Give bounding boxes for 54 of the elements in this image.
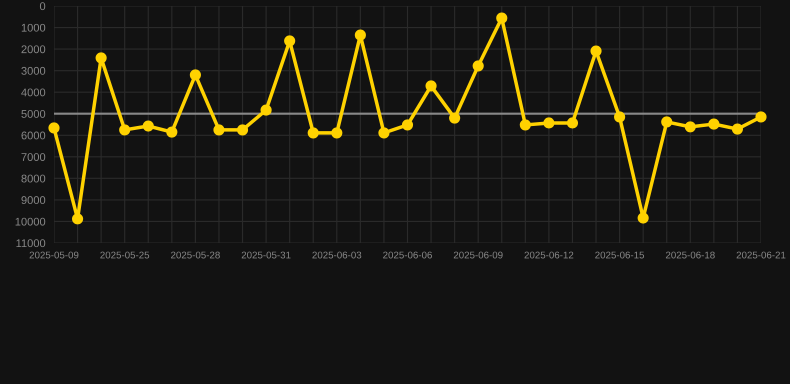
x-tick-label: 2025-05-25 [100, 252, 150, 258]
x-tick-label: 2025-06-06 [383, 252, 432, 258]
y-tick-label: 11000 [16, 239, 46, 248]
point [284, 35, 296, 46]
y-tick-label: 1000 [22, 24, 46, 32]
point [449, 112, 460, 124]
point [590, 45, 602, 57]
point [426, 80, 437, 92]
point [96, 52, 107, 64]
point [566, 117, 578, 129]
point [190, 69, 201, 80]
point [213, 124, 225, 136]
point [661, 116, 672, 128]
x-tick-label: 2025-06-18 [666, 252, 715, 258]
point [614, 111, 626, 123]
x-tick-label: 2025-06-15 [595, 252, 644, 258]
y-tick-label: 6000 [22, 132, 46, 140]
point [378, 127, 390, 138]
y-tick-label: 5000 [21, 110, 46, 118]
point [119, 124, 130, 136]
point [72, 213, 84, 224]
point [331, 127, 342, 138]
point [308, 127, 319, 138]
x-tick-label: 2025-06-12 [524, 252, 574, 258]
point [166, 126, 178, 138]
y-tick-label: 8000 [21, 174, 46, 182]
y-tick-label: 9000 [21, 196, 46, 204]
point [236, 124, 248, 136]
y-tick-label: 10000 [16, 218, 46, 226]
point [520, 119, 531, 130]
point [684, 121, 696, 132]
point [354, 30, 366, 41]
point [48, 122, 60, 134]
y-tick-label: 4000 [21, 88, 46, 96]
x-tick-label: 2025-05-09 [30, 252, 78, 258]
y-tick-label: 7000 [22, 153, 46, 161]
y-tick-label: 3000 [21, 66, 46, 75]
point [142, 120, 154, 132]
x-tick-label: 2025-05-31 [242, 252, 290, 258]
x-tick-label: 2025-06-09 [454, 252, 503, 258]
point [708, 118, 720, 130]
point [260, 104, 272, 116]
point [496, 12, 508, 24]
x-tick-label: 2025-05-28 [171, 252, 220, 258]
point [472, 60, 484, 72]
point [638, 212, 649, 224]
point [755, 111, 767, 123]
x-tick-label: 2025-06-21 [736, 252, 786, 258]
point [402, 119, 414, 130]
y-tick-label: 0 [40, 2, 46, 10]
point [543, 117, 554, 129]
y-tick-label: 2000 [22, 45, 46, 54]
x-tick-label: 2025-06-03 [312, 252, 362, 258]
point [732, 123, 743, 135]
